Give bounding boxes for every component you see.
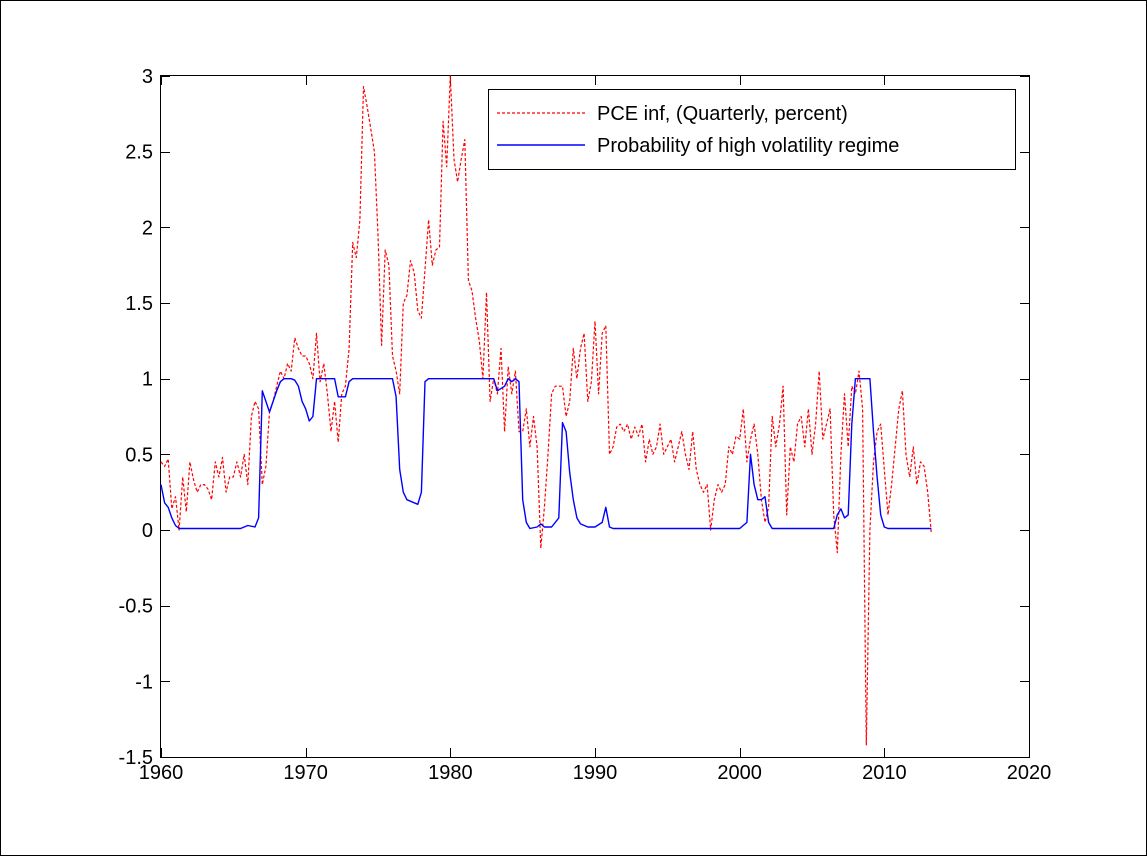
legend-box <box>488 89 1016 170</box>
y-tick-label: -1.5 <box>119 747 153 769</box>
y-tick-label: 0 <box>142 520 153 542</box>
y-tick-labels: 3 2.5 2 1.5 1 0.5 0 -0.5 -1 -1.5 <box>119 66 153 769</box>
y-tick-label: -0.5 <box>119 596 153 618</box>
x-tick-label: 2020 <box>1007 762 1052 784</box>
legend: PCE inf, (Quarterly, percent) Probabilit… <box>488 89 1016 170</box>
x-tick-label: 1980 <box>428 762 473 784</box>
series-layer <box>160 75 932 746</box>
x-tick-label: 2000 <box>717 762 762 784</box>
y-tick-label: 3 <box>142 66 153 88</box>
y-tick-label: -1 <box>135 671 153 693</box>
x-tick-label: 1990 <box>573 762 618 784</box>
legend-label-high-volatility-probability: Probability of high volatility regime <box>597 135 899 157</box>
x-tick-label: 2010 <box>862 762 907 784</box>
y-tick-label: 1.5 <box>125 293 153 315</box>
y-tick-label: 2.5 <box>125 142 153 164</box>
x-tick-label: 1960 <box>139 762 184 784</box>
y-tick-label: 0.5 <box>125 444 153 466</box>
x-tick-label: 1970 <box>283 762 328 784</box>
y-tick-label: 1 <box>142 369 153 391</box>
y-tick-label: 2 <box>142 217 153 239</box>
series-line-pce-inflation <box>160 75 932 746</box>
plot-area <box>160 75 1030 758</box>
legend-label-pce-inflation: PCE inf, (Quarterly, percent) <box>597 103 848 125</box>
tick-marks <box>161 76 1030 758</box>
series-line-high-volatility-probability <box>160 378 932 530</box>
x-tick-labels: 1960 1970 1980 1990 2000 2010 2020 <box>139 762 1052 784</box>
